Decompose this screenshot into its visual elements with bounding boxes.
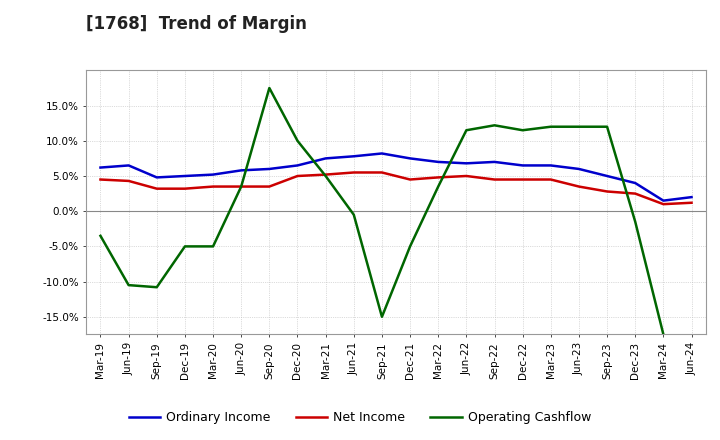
Ordinary Income	[181, 173, 189, 179]
Operating Cashflow	[406, 244, 415, 249]
Net Income	[406, 177, 415, 182]
Ordinary Income	[377, 151, 386, 156]
Operating Cashflow	[434, 184, 443, 189]
Operating Cashflow	[96, 233, 105, 238]
Ordinary Income	[321, 156, 330, 161]
Operating Cashflow	[321, 173, 330, 179]
Operating Cashflow	[546, 124, 555, 129]
Net Income	[518, 177, 527, 182]
Ordinary Income	[687, 194, 696, 200]
Ordinary Income	[603, 173, 611, 179]
Operating Cashflow	[349, 212, 358, 217]
Ordinary Income	[293, 163, 302, 168]
Ordinary Income	[434, 159, 443, 165]
Net Income	[153, 186, 161, 191]
Ordinary Income	[153, 175, 161, 180]
Ordinary Income	[406, 156, 415, 161]
Text: [1768]  Trend of Margin: [1768] Trend of Margin	[86, 15, 307, 33]
Net Income	[462, 173, 471, 179]
Net Income	[575, 184, 583, 189]
Ordinary Income	[209, 172, 217, 177]
Ordinary Income	[265, 166, 274, 172]
Ordinary Income	[237, 168, 246, 173]
Operating Cashflow	[518, 128, 527, 133]
Net Income	[293, 173, 302, 179]
Net Income	[96, 177, 105, 182]
Legend: Ordinary Income, Net Income, Operating Cashflow: Ordinary Income, Net Income, Operating C…	[124, 407, 596, 429]
Net Income	[659, 202, 667, 207]
Ordinary Income	[125, 163, 133, 168]
Operating Cashflow	[659, 332, 667, 337]
Net Income	[181, 186, 189, 191]
Ordinary Income	[462, 161, 471, 166]
Ordinary Income	[518, 163, 527, 168]
Net Income	[490, 177, 499, 182]
Ordinary Income	[575, 166, 583, 172]
Net Income	[687, 200, 696, 205]
Net Income	[631, 191, 639, 196]
Ordinary Income	[546, 163, 555, 168]
Operating Cashflow	[125, 282, 133, 288]
Operating Cashflow	[181, 244, 189, 249]
Operating Cashflow	[209, 244, 217, 249]
Net Income	[349, 170, 358, 175]
Net Income	[603, 189, 611, 194]
Operating Cashflow	[293, 138, 302, 143]
Net Income	[209, 184, 217, 189]
Ordinary Income	[349, 154, 358, 159]
Operating Cashflow	[377, 314, 386, 319]
Operating Cashflow	[265, 85, 274, 91]
Net Income	[546, 177, 555, 182]
Net Income	[377, 170, 386, 175]
Line: Ordinary Income: Ordinary Income	[101, 154, 691, 201]
Ordinary Income	[490, 159, 499, 165]
Operating Cashflow	[462, 128, 471, 133]
Ordinary Income	[631, 180, 639, 186]
Net Income	[434, 175, 443, 180]
Operating Cashflow	[631, 219, 639, 224]
Operating Cashflow	[237, 184, 246, 189]
Operating Cashflow	[603, 124, 611, 129]
Operating Cashflow	[153, 285, 161, 290]
Ordinary Income	[659, 198, 667, 203]
Line: Operating Cashflow: Operating Cashflow	[101, 88, 663, 334]
Ordinary Income	[96, 165, 105, 170]
Line: Net Income: Net Income	[101, 172, 691, 204]
Operating Cashflow	[490, 123, 499, 128]
Operating Cashflow	[575, 124, 583, 129]
Net Income	[237, 184, 246, 189]
Net Income	[125, 178, 133, 183]
Net Income	[265, 184, 274, 189]
Net Income	[321, 172, 330, 177]
